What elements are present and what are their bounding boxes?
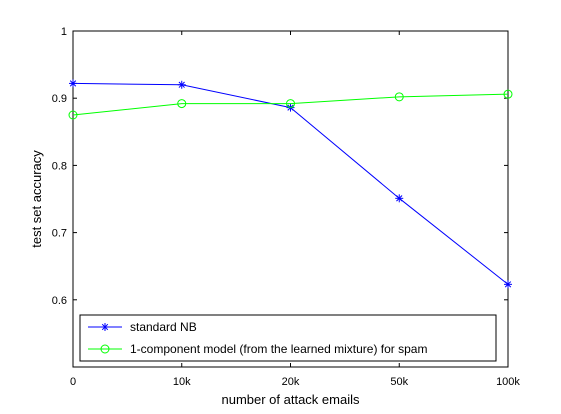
data-point	[286, 99, 295, 109]
series-group	[68, 79, 513, 289]
y-tick-label: 0.7	[52, 228, 67, 240]
data-point	[177, 80, 186, 89]
x-axis-label: number of attack emails	[221, 392, 360, 407]
x-tick-label: 0	[70, 376, 76, 388]
x-tick-label: 10k	[173, 376, 191, 388]
data-point	[394, 92, 404, 102]
y-axis-ticks: 0.6 0.7 0.8 0.9 1	[52, 26, 508, 307]
y-tick-label: 1	[61, 26, 67, 38]
x-tick-label: 100k	[496, 376, 520, 388]
data-point	[69, 79, 77, 88]
data-point	[395, 194, 404, 203]
legend-label-standard-nb: standard NB	[130, 320, 197, 334]
y-tick-label: 0.6	[52, 295, 67, 307]
x-tick-label: 50k	[390, 376, 408, 388]
plot-area	[72, 30, 509, 368]
data-point	[503, 89, 513, 99]
y-tick-label: 0.9	[52, 93, 67, 105]
x-axis-ticks: 0 10k 20k 50k 100k	[70, 31, 520, 388]
x-tick-label: 20k	[282, 376, 300, 388]
series-line-1	[72, 93, 509, 116]
data-point	[68, 110, 78, 120]
legend: standard NB 1-component model (from the …	[79, 314, 497, 362]
legend-marker-standard-nb	[101, 323, 109, 331]
legend-box	[79, 314, 497, 362]
data-point	[177, 99, 187, 109]
legend-label-1-component-model: 1-component model (from the learned mixt…	[130, 342, 427, 356]
legend-marker-1-component-model	[100, 344, 110, 354]
data-point	[504, 280, 512, 289]
y-axis-label: test set accuracy	[29, 150, 44, 248]
y-tick-label: 0.8	[52, 160, 67, 172]
